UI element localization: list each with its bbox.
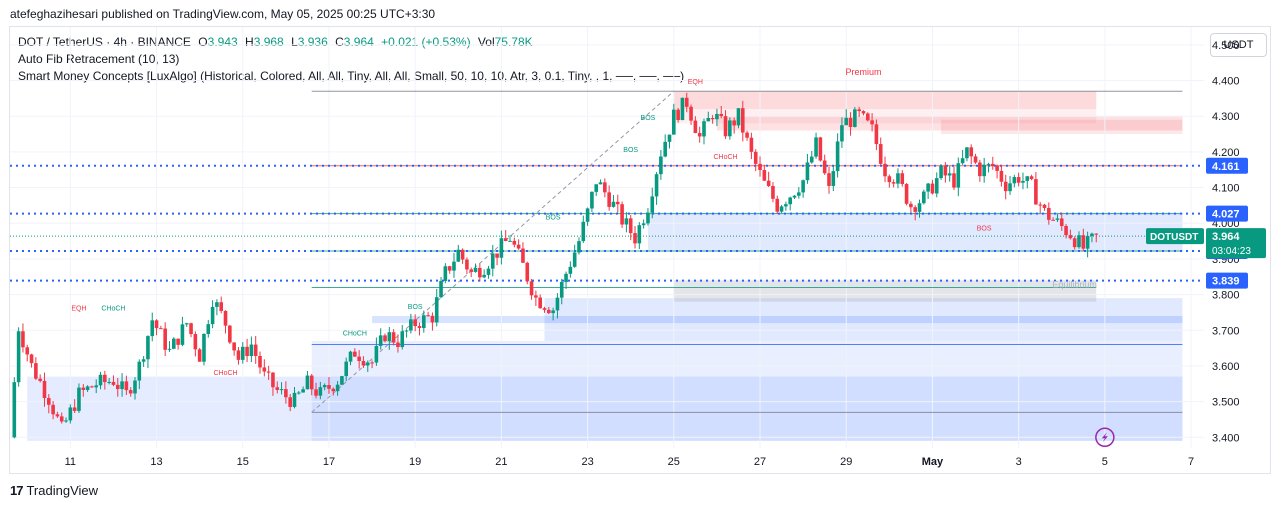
tradingview-brand[interactable]: TradingView: [26, 483, 99, 498]
change-value: +0.021 (+0.53%): [381, 35, 471, 49]
chart-frame: [9, 26, 1271, 474]
low-value: 3.936: [297, 35, 328, 49]
volume-value: 75.78K: [494, 35, 533, 49]
published-note: atefeghazihesari published on TradingVie…: [10, 7, 436, 21]
low-label: L: [291, 35, 298, 49]
tradingview-logo-icon: 17: [10, 483, 24, 498]
footer-brand: 17 TradingView: [10, 483, 98, 498]
close-label: C: [335, 35, 344, 49]
indicator-smc[interactable]: Smart Money Concepts [LuxAlgo] (Historic…: [18, 69, 685, 83]
indicator-fib[interactable]: Auto Fib Retracement (10, 13): [18, 52, 180, 66]
volume-label: Vol: [477, 35, 495, 49]
high-value: 3.968: [253, 35, 284, 49]
high-label: H: [245, 35, 254, 49]
open-value: 3.943: [207, 35, 238, 49]
open-label: O: [198, 35, 208, 49]
symbol-title[interactable]: DOT / TetherUS · 4h · BINANCE: [18, 35, 191, 49]
currency-button[interactable]: USDT: [1210, 33, 1267, 57]
symbol-legend: DOT / TetherUS · 4h · BINANCE O3.943 H3.…: [18, 35, 533, 49]
close-value: 3.964: [343, 35, 374, 49]
